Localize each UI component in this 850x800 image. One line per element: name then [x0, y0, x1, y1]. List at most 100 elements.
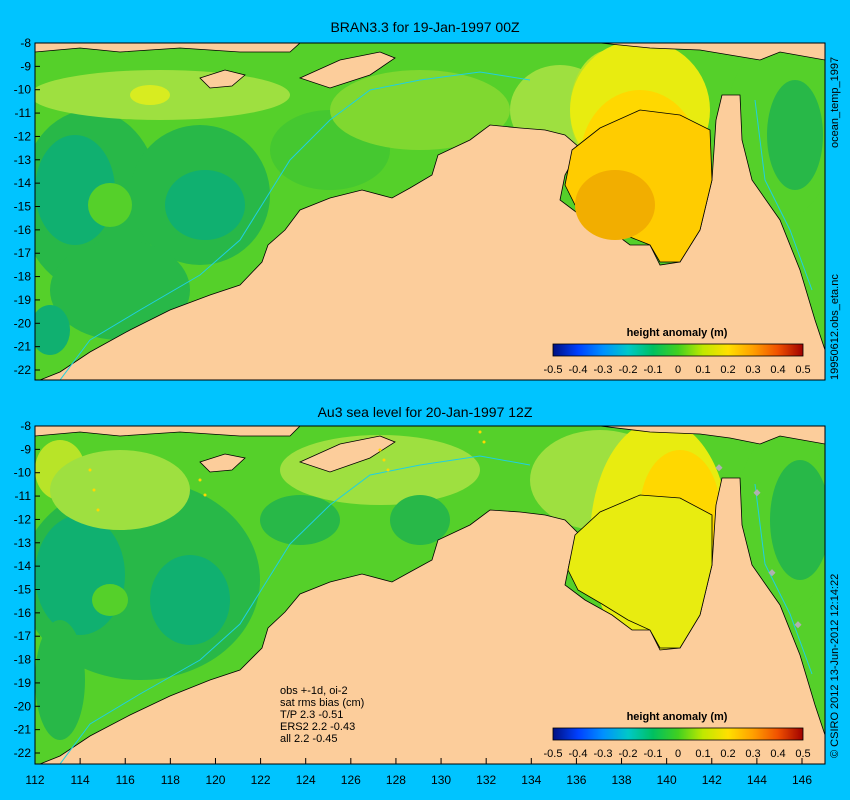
- colorbar-tick-label: -0.2: [619, 748, 638, 760]
- y-tick-label: -11: [15, 489, 32, 503]
- y-tick-label: -17: [14, 629, 32, 643]
- y-tick-label: -20: [14, 316, 32, 330]
- colorbar-tick-label: -0.3: [594, 748, 613, 760]
- x-tick-label: 114: [71, 773, 90, 787]
- panel1-island-timor: [298, 51, 396, 89]
- panel2-island-north: [35, 426, 301, 437]
- panel1-y-axis: -8 -9 -10 -11 -12 -13 -14 -15 -16 -17 -18 -19 -20 -21…: [14, 36, 40, 377]
- panel1-map: [35, 43, 825, 380]
- note-line: T/P 2.3 -0.51: [280, 709, 344, 721]
- panel2-island-timor: [298, 435, 396, 473]
- note-line: sat rms bias (cm): [280, 697, 365, 709]
- y-tick-label: -21: [14, 723, 32, 737]
- panel2-isobath: [59, 455, 531, 764]
- y-tick-label: -22: [14, 746, 32, 760]
- note-line: all 2.2 -0.45: [280, 733, 338, 745]
- x-tick-label: 130: [431, 773, 451, 787]
- x-axis: 112 114 116 118 120 122 124 126 128 130 132 134 136 1…: [25, 758, 812, 787]
- x-tick-label: 118: [161, 773, 180, 787]
- panel2-colorbar-title: height anomaly (m): [627, 711, 728, 723]
- x-tick-label: 112: [25, 773, 44, 787]
- y-tick-label: -15: [14, 200, 32, 214]
- colorbar-tick-label: 0: [675, 748, 681, 760]
- note-line: obs +-1d, oi-2: [280, 685, 348, 697]
- colorbar-tick-label: -0.2: [619, 364, 638, 376]
- y-tick-label: -16: [14, 223, 32, 237]
- y-tick-label: -22: [14, 363, 32, 377]
- y-tick-label: -12: [14, 129, 32, 143]
- x-tick-label: 122: [251, 773, 271, 787]
- colorbar-tick-label: -0.3: [594, 364, 613, 376]
- colorbar-tick-label: 0.5: [795, 748, 810, 760]
- panel2-island-sumba: [199, 453, 246, 473]
- x-tick-label: 142: [702, 773, 722, 787]
- y-tick-label: -8: [20, 36, 31, 50]
- x-tick-label: 140: [657, 773, 677, 787]
- x-tick-label: 132: [476, 773, 496, 787]
- y-tick-label: -16: [14, 606, 32, 620]
- colorbar-tick-label: 0.1: [695, 748, 710, 760]
- x-tick-label: 146: [792, 773, 812, 787]
- panel2-obs-markers: [715, 464, 802, 629]
- x-tick-label: 126: [341, 773, 361, 787]
- colorbar-tick-label: -0.1: [644, 748, 663, 760]
- panel2-australia-land: [38, 477, 825, 764]
- colorbar-tick-label: 0.4: [770, 748, 785, 760]
- x-tick-label: 136: [566, 773, 586, 787]
- x-tick-label: 138: [612, 773, 632, 787]
- y-tick-label: -15: [14, 583, 32, 597]
- colorbar-tick-label: -0.1: [644, 364, 663, 376]
- y-tick-label: -13: [14, 536, 32, 550]
- colorbar-tick-label: 0: [675, 364, 681, 376]
- y-tick-label: -11: [15, 106, 32, 120]
- panel1-colorbar: height anomaly (m) -0.5 -0.4 -0.3 -0.2 -0.1 0…: [544, 327, 811, 376]
- y-tick-label: -9: [20, 59, 31, 73]
- colorbar-tick-label: 0.2: [720, 364, 735, 376]
- colorbar-tick-label: 0.2: [720, 748, 735, 760]
- panel1-island-sumba: [199, 69, 246, 89]
- panel2-title: Au3 sea level for 20-Jan-1997 12Z: [317, 404, 533, 420]
- panel2-colorbar: height anomaly (m) -0.5 -0.4 -0.3 -0.2 -0.1 0…: [544, 711, 811, 760]
- x-tick-label: 124: [296, 773, 316, 787]
- y-tick-label: -17: [14, 246, 32, 260]
- y-tick-label: -19: [14, 676, 32, 690]
- y-tick-label: -18: [14, 270, 32, 284]
- panel1-island-png: [599, 43, 825, 61]
- colorbar-tick-label: 0.3: [745, 748, 760, 760]
- x-tick-label: 116: [116, 773, 135, 787]
- panel2-isobath-east: [754, 483, 813, 675]
- y-tick-label: -19: [14, 293, 32, 307]
- panel1-isobath: [59, 71, 531, 380]
- colorbar-tick-label: 0.3: [745, 364, 760, 376]
- panel2-y-axis: -8 -9 -10 -11 -12 -13 -14 -15 -16 -17 -18 -19 -20 -21…: [14, 419, 40, 760]
- y-tick-label: -9: [20, 442, 31, 456]
- panel1-title: BRAN3.3 for 19-Jan-1997 00Z: [330, 19, 520, 35]
- y-tick-label: -10: [14, 83, 32, 97]
- y-tick-label: -20: [14, 699, 32, 713]
- panel2-gulf: [567, 494, 713, 649]
- y-tick-label: -14: [14, 559, 32, 573]
- x-tick-label: 120: [205, 773, 225, 787]
- x-tick-label: 128: [386, 773, 406, 787]
- panel1-colorbar-title: height anomaly (m): [627, 327, 728, 339]
- y-tick-label: -8: [20, 419, 31, 433]
- x-tick-label: 134: [521, 773, 541, 787]
- colorbar-tick-label: 0.4: [770, 364, 785, 376]
- note-line: ERS2 2.2 -0.43: [280, 721, 356, 733]
- panel2-obs-tracks: [88, 430, 486, 512]
- y-tick-label: -12: [14, 512, 32, 526]
- panel1-isobath-east: [754, 99, 813, 291]
- panel2-island-png: [599, 426, 825, 445]
- colorbar-tick-label: -0.5: [544, 748, 563, 760]
- y-tick-label: -13: [14, 153, 32, 167]
- panel1-australia-land: [38, 94, 825, 380]
- panel2-map: [35, 426, 825, 764]
- colorbar-tick-label: -0.4: [569, 748, 588, 760]
- y-tick-label: -10: [14, 466, 32, 480]
- colorbar-tick-label: 0.5: [795, 364, 810, 376]
- y-tick-label: -21: [14, 340, 32, 354]
- y-tick-label: -18: [14, 653, 32, 667]
- colorbar-tick-label: 0.1: [695, 364, 710, 376]
- colorbar-tick-label: -0.5: [544, 364, 563, 376]
